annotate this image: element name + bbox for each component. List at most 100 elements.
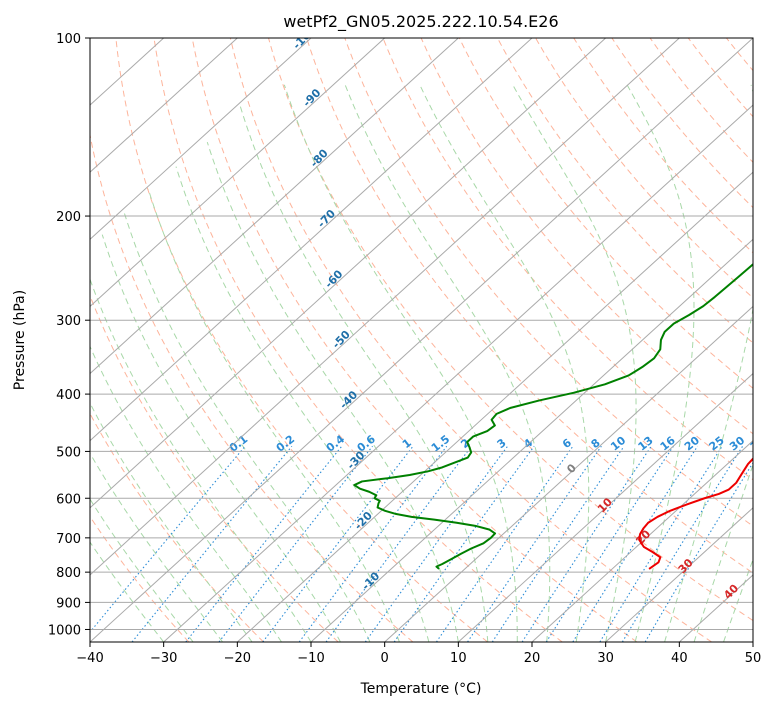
dry-adiabat-line: [115, 38, 488, 642]
y-axis: 100 200 300 400 500 600 700 800 900 1000: [48, 32, 90, 638]
moist-adiabat-line: [147, 188, 400, 642]
isotherm-label: 30: [676, 556, 696, 576]
dry-adiabat-line: [90, 412, 264, 642]
dry-adiabat-line: [496, 38, 753, 344]
moist-adiabat-line: [90, 452, 224, 642]
isotherm-line: [90, 38, 459, 375]
temperature-profile: [638, 457, 753, 570]
y-tick-label: 1000: [48, 623, 81, 638]
dry-adiabat-line: [535, 38, 753, 299]
mixing-ratio-line: [185, 445, 343, 642]
isotherm-label: -40: [337, 388, 360, 412]
isobars: [90, 38, 753, 630]
isotherm-line: [531, 439, 753, 642]
isotherm-line: [310, 238, 753, 642]
y-tick-label: 800: [56, 566, 81, 581]
mixing-ratio-line: [599, 445, 723, 642]
moist-adiabat-line: [90, 498, 194, 642]
mixing-ratio-label: 8: [589, 436, 603, 451]
isotherms: [90, 38, 753, 642]
mixing-ratio-line: [364, 445, 509, 642]
dry-adiabat-line: [268, 38, 753, 622]
isotherm-line: [90, 38, 238, 173]
isotherm-line: [90, 38, 753, 642]
x-axis: −40 −30 −20 −10 0 10 20 30 40 50: [76, 642, 761, 666]
isotherm-line: [605, 507, 753, 642]
y-axis-title: Pressure (hPa): [12, 290, 28, 390]
mixing-ratio-label: 10: [608, 434, 628, 454]
isotherm-line: [384, 305, 753, 642]
mixing-ratio-line: [131, 445, 293, 642]
mixing-ratio-line: [218, 445, 373, 642]
x-tick-label: −30: [150, 651, 177, 666]
mixing-ratio-line: [572, 445, 699, 642]
moist-adiabat-line: [175, 166, 430, 642]
isotherm-line: [90, 38, 607, 509]
mixing-ratio-label: 6: [560, 436, 574, 451]
plot-frame: [89, 37, 754, 643]
y-tick-label: 900: [56, 596, 81, 611]
isotherm-label: -90: [300, 86, 323, 110]
mixing-ratio-line: [435, 445, 574, 642]
isotherm-label: -10: [359, 569, 382, 593]
isotherm-line: [752, 641, 753, 642]
dry-adiabat-line: [573, 38, 753, 254]
y-tick-label: 400: [56, 388, 81, 403]
moist-adiabat-line: [90, 277, 312, 642]
profiles: [353, 263, 753, 570]
mixing-ratio-line: [262, 445, 414, 642]
mixing-ratio-line: [644, 461, 753, 642]
y-tick-label: 300: [56, 314, 81, 329]
x-tick-label: 0: [381, 651, 389, 666]
y-tick-label: 700: [56, 532, 81, 547]
isotherm-line: [90, 38, 533, 442]
moist-adiabat-line: [344, 84, 551, 642]
x-tick-label: 40: [671, 651, 688, 666]
moist-adiabat-line: [90, 345, 282, 642]
y-tick-label: 100: [56, 32, 81, 47]
dry-adiabat-line: [725, 38, 753, 72]
isotherm-line: [163, 104, 753, 642]
chart-title: wetPf2_GN05.2025.222.10.54.E26: [283, 12, 558, 32]
mixing-ratio-line: [393, 445, 535, 642]
moist-adiabat-line: [90, 541, 165, 642]
mixing-ratio-lines: 0.10.20.40.611.52346810131620253036: [90, 432, 768, 642]
mixing-ratio-label: 36: [748, 434, 768, 454]
mixing-ratio-line: [521, 445, 652, 642]
y-tick-label: 200: [56, 210, 81, 225]
dry-adiabat-line: [90, 515, 190, 642]
dry-adiabat-line: [611, 38, 753, 209]
y-tick-label: 600: [56, 492, 81, 507]
moist-adiabat-line: [419, 84, 590, 642]
mixing-ratio-label: 1: [400, 436, 414, 451]
mixing-ratio-label: 30: [727, 434, 747, 454]
isotherm-label: -80: [308, 146, 331, 170]
moist-adiabat-line: [239, 105, 489, 642]
dry-adiabat-line: [687, 38, 753, 118]
mixing-ratio-line: [545, 445, 674, 642]
dry-adiabat-line: [649, 38, 753, 163]
mixing-ratio-line: [621, 445, 744, 642]
moist-adiabat-line: [723, 558, 753, 642]
isotherm-line: [457, 372, 753, 642]
isotherm-line: [90, 38, 680, 576]
dry-adiabat-line: [420, 38, 753, 435]
y-tick-label: 500: [56, 445, 81, 460]
dewpoint-profile: [353, 263, 753, 570]
x-tick-label: 30: [597, 651, 614, 666]
x-tick-label: −20: [224, 651, 251, 666]
x-axis-title: Temperature (°C): [360, 681, 482, 697]
plot-area: 0.10.20.40.611.52346810131620253036 -100…: [90, 38, 775, 642]
isotherm-label: 0: [564, 461, 579, 476]
x-tick-label: 50: [745, 651, 762, 666]
dry-adiabat-line: [765, 38, 775, 642]
dry-adiabat-line: [191, 38, 638, 642]
moist-adiabat-line: [626, 84, 695, 642]
isotherm-label: -60: [322, 267, 345, 291]
x-tick-label: 20: [524, 651, 541, 666]
dry-adiabat-line: [90, 132, 414, 642]
mixing-ratio-line: [467, 445, 602, 642]
isotherm-line: [90, 38, 386, 308]
x-tick-label: −40: [76, 651, 103, 666]
moist-adiabat-line: [693, 463, 753, 642]
